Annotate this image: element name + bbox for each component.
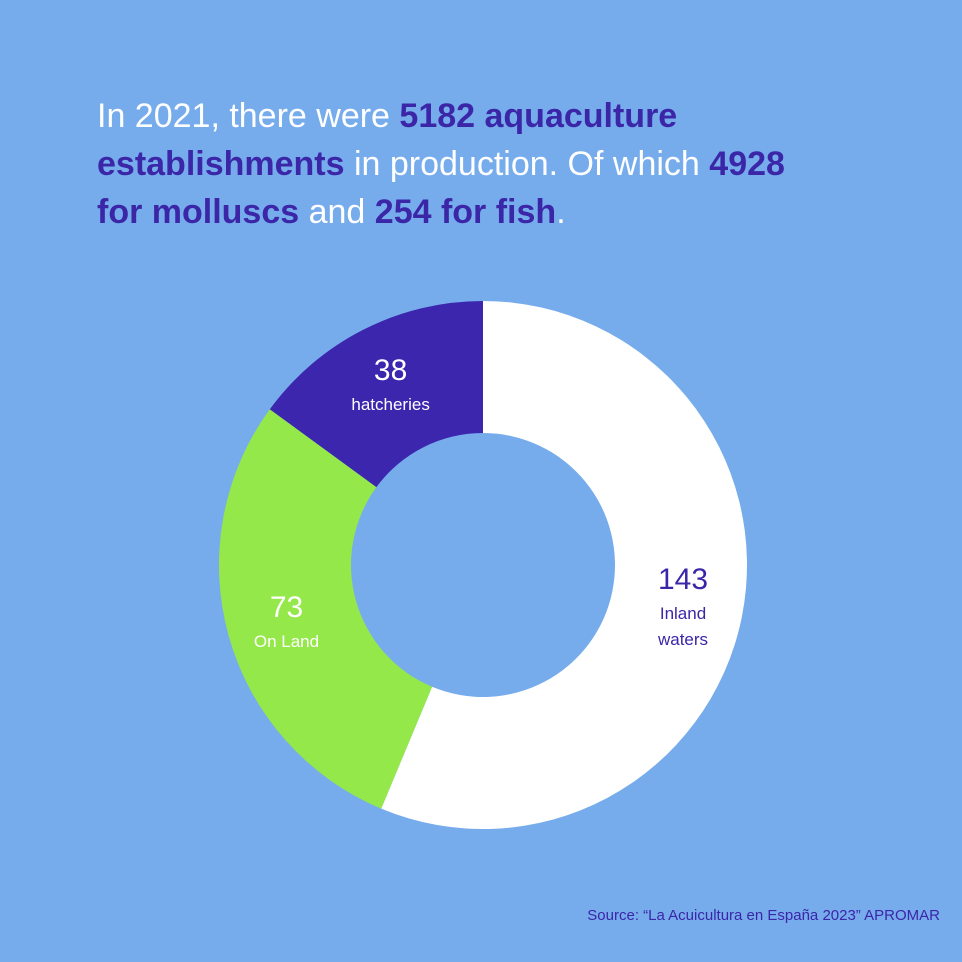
slice-value-label: 73 [270, 591, 303, 624]
slice-inland-waters [381, 301, 747, 829]
slice-value-label: 38 [374, 354, 407, 387]
headline-text-4: . [556, 193, 566, 231]
headline-text-1: In 2021, there were [97, 97, 400, 135]
slice-on-land [219, 409, 433, 809]
headline-text-3: and [299, 193, 375, 231]
slice-hatcheries [269, 301, 483, 488]
headline-text-2: in production. Of which [344, 145, 710, 183]
slice-label-group: 143 Inland waters [657, 563, 708, 649]
slice-category-label: Inland [660, 604, 706, 623]
headline-highlight-total: 5182 aquaculture establishments [97, 97, 678, 183]
source-note: Source: “La Acuicultura en España 2023” … [587, 907, 940, 924]
slice-category-label: On Land [254, 632, 319, 651]
headline: In 2021, there were 5182 aquaculture est… [97, 92, 817, 236]
slice-value-label: 143 [658, 563, 708, 596]
slice-label-group: 73 On Land [254, 591, 319, 651]
headline-highlight-fish: 254 for fish [374, 193, 557, 231]
slice-category-label: waters [657, 630, 708, 649]
headline-highlight-molluscs: 4928 for molluscs [97, 145, 785, 231]
slice-category-label: hatcheries [351, 395, 429, 414]
slice-label-group: 38 hatcheries [351, 354, 429, 414]
